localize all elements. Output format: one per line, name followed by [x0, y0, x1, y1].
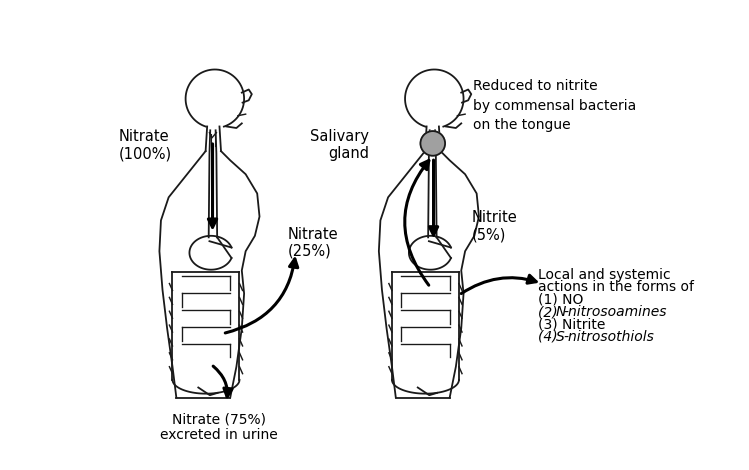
Text: Nitrate
(25%): Nitrate (25%) — [288, 227, 339, 259]
Text: Reduced to nitrite
by commensal bacteria
on the tongue: Reduced to nitrite by commensal bacteria… — [473, 79, 636, 133]
Text: S: S — [556, 330, 565, 344]
Text: -nitrosoamines: -nitrosoamines — [563, 305, 667, 319]
Text: Nitrite
(5%): Nitrite (5%) — [471, 210, 517, 242]
Text: Local and systemic: Local and systemic — [539, 268, 671, 282]
Text: -nitrosothiols: -nitrosothiols — [563, 330, 654, 344]
Text: N: N — [556, 305, 566, 319]
Text: actions in the forms of: actions in the forms of — [539, 281, 694, 295]
Text: Nitrate (75%)
excreted in urine: Nitrate (75%) excreted in urine — [160, 412, 278, 442]
Text: (3) Nitrite: (3) Nitrite — [539, 317, 606, 331]
Text: Nitrate
(100%): Nitrate (100%) — [118, 129, 172, 161]
Circle shape — [420, 131, 445, 156]
Text: (1) NO: (1) NO — [539, 293, 583, 307]
Text: Salivary
gland: Salivary gland — [310, 129, 369, 161]
Text: (4): (4) — [539, 330, 562, 344]
Text: (2): (2) — [539, 305, 562, 319]
